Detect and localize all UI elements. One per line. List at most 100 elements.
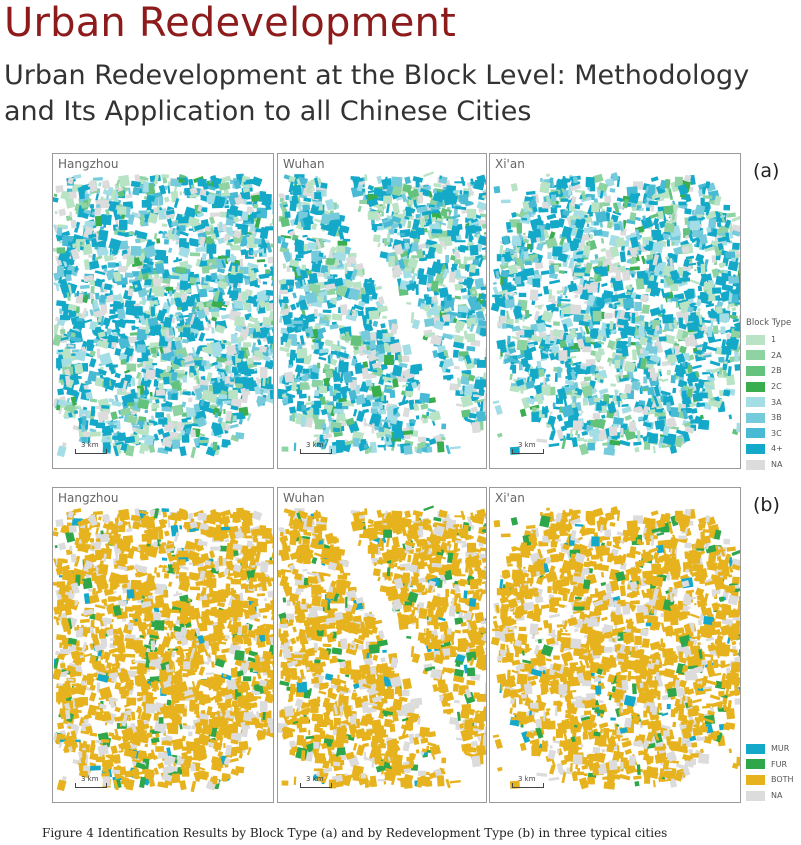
block-patch bbox=[139, 176, 149, 181]
block-patch bbox=[356, 410, 366, 423]
block-patch bbox=[560, 198, 569, 202]
block-patch bbox=[524, 363, 531, 373]
block-patch bbox=[600, 414, 606, 419]
block-patch bbox=[155, 260, 165, 265]
block-patch bbox=[554, 372, 558, 382]
legend-block-type: Block Type 1 2A 2B 2C 3A 3B 3C 4+ NA bbox=[746, 318, 791, 472]
block-patch bbox=[256, 293, 269, 302]
block-patch bbox=[341, 335, 352, 341]
block-patch bbox=[312, 413, 321, 426]
block-patch bbox=[229, 290, 239, 299]
block-patch bbox=[220, 175, 232, 183]
block-patch bbox=[95, 292, 100, 300]
block-patch bbox=[188, 327, 199, 334]
block-patch bbox=[182, 338, 189, 344]
block-patch bbox=[220, 371, 226, 382]
block-patch bbox=[128, 231, 135, 236]
block-patch bbox=[289, 191, 294, 195]
block-patch bbox=[74, 349, 87, 362]
block-patch bbox=[578, 202, 583, 207]
block-patch bbox=[601, 405, 607, 413]
block-patch bbox=[66, 397, 71, 404]
block-patch bbox=[77, 184, 90, 193]
block-patch bbox=[391, 202, 400, 215]
block-patch bbox=[73, 410, 78, 414]
block-patch bbox=[592, 412, 601, 420]
block-patch bbox=[127, 214, 135, 226]
block-patch bbox=[607, 402, 617, 414]
block-patch bbox=[262, 316, 272, 326]
block-patch bbox=[133, 306, 143, 316]
block-patch bbox=[573, 314, 584, 323]
block-patch bbox=[265, 576, 273, 587]
block-patch bbox=[70, 396, 77, 406]
block-patch bbox=[623, 360, 637, 373]
block-patch bbox=[371, 224, 379, 231]
block-patch bbox=[484, 249, 486, 256]
block-patch bbox=[208, 216, 216, 225]
block-patch bbox=[114, 590, 117, 594]
block-patch bbox=[320, 264, 328, 274]
block-patch bbox=[151, 196, 159, 206]
block-patch bbox=[189, 252, 201, 257]
block-patch bbox=[383, 436, 393, 447]
block-patch bbox=[540, 270, 550, 276]
block-patch bbox=[147, 239, 152, 248]
block-patch bbox=[126, 401, 135, 407]
block-patch bbox=[402, 183, 412, 193]
block-patch bbox=[53, 334, 62, 347]
block-patch bbox=[516, 339, 528, 351]
block-patch bbox=[320, 182, 328, 189]
block-patch bbox=[629, 341, 637, 346]
block-patch bbox=[435, 220, 447, 226]
block-patch bbox=[181, 432, 190, 443]
block-patch bbox=[153, 433, 160, 441]
block-patch bbox=[664, 222, 675, 233]
block-patch bbox=[142, 361, 146, 368]
block-patch bbox=[615, 237, 626, 248]
block-patch bbox=[415, 415, 420, 420]
block-patch bbox=[224, 205, 230, 209]
block-patch bbox=[380, 323, 386, 329]
block-patch bbox=[645, 288, 651, 293]
block-patch bbox=[83, 384, 89, 390]
block-patch bbox=[549, 219, 560, 229]
block-patch bbox=[442, 332, 453, 340]
block-patch bbox=[539, 181, 551, 194]
block-patch bbox=[322, 309, 332, 314]
block-patch bbox=[559, 236, 566, 246]
block-patch bbox=[110, 411, 119, 421]
block-patch bbox=[312, 380, 324, 388]
block-patch bbox=[264, 359, 273, 370]
block-patch bbox=[514, 276, 522, 285]
block-patch bbox=[535, 242, 544, 252]
block-patch bbox=[162, 346, 172, 354]
block-patch bbox=[175, 266, 187, 274]
scale-bar bbox=[75, 449, 107, 454]
block-patch bbox=[305, 401, 315, 406]
block-patch bbox=[381, 436, 384, 441]
block-patch bbox=[85, 391, 93, 400]
block-patch bbox=[117, 190, 126, 198]
block-patch bbox=[150, 347, 157, 354]
block-patch bbox=[303, 197, 312, 203]
block-patch bbox=[391, 378, 399, 388]
block-patch bbox=[578, 320, 590, 327]
block-patch bbox=[89, 350, 96, 357]
block-patch bbox=[342, 238, 351, 242]
block-patch bbox=[374, 212, 378, 216]
block-patch bbox=[217, 416, 224, 424]
block-patch bbox=[80, 202, 89, 209]
block-patch bbox=[316, 327, 327, 335]
block-patch bbox=[169, 290, 173, 297]
block-patch bbox=[259, 345, 268, 353]
block-patch bbox=[466, 333, 476, 343]
block-patch bbox=[185, 407, 196, 418]
block-patch bbox=[580, 233, 590, 242]
block-patch bbox=[417, 436, 427, 443]
block-patch bbox=[181, 421, 193, 426]
block-patch bbox=[607, 357, 614, 364]
block-patch bbox=[134, 284, 138, 288]
block-patch bbox=[465, 217, 474, 223]
block-patch bbox=[603, 394, 610, 405]
